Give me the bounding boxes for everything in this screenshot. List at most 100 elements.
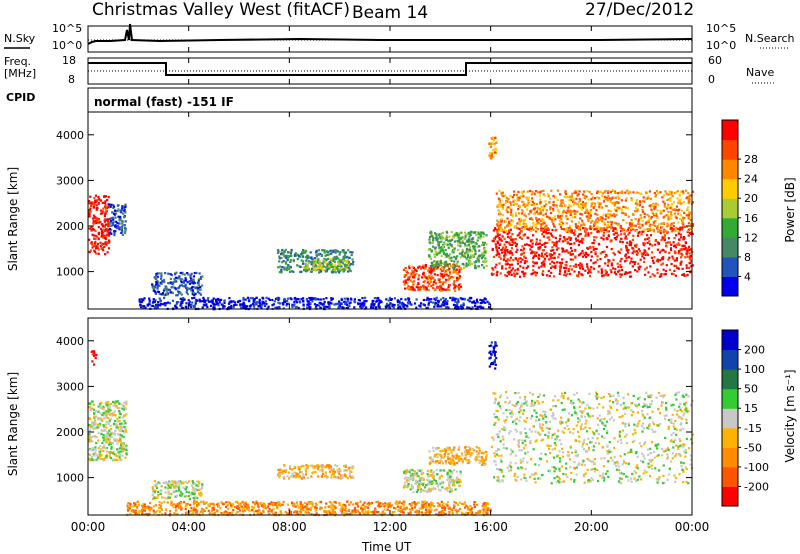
power-cell (618, 273, 622, 276)
power-cell (669, 206, 672, 210)
velocity-cell (102, 405, 105, 408)
power-cell (377, 305, 380, 309)
power-cell (676, 227, 679, 230)
power-cell (311, 300, 314, 303)
power-cell (609, 220, 612, 223)
power-cell (446, 278, 449, 281)
velocity-cell (112, 422, 115, 425)
power-cell (637, 248, 640, 251)
power-cell (569, 272, 572, 275)
velocity-cell (350, 470, 353, 473)
velocity-cell (452, 448, 455, 451)
velocity-cell (350, 476, 353, 479)
power-cell (578, 233, 581, 236)
power-cell (428, 274, 431, 277)
power-cell (345, 256, 348, 259)
power-cell (483, 248, 486, 251)
power-cell (92, 217, 95, 220)
power-cell (124, 211, 127, 214)
power-cell (599, 258, 602, 261)
power-cell (558, 261, 561, 264)
power-cell (579, 252, 583, 255)
velocity-cell (103, 446, 106, 449)
power-cell (603, 250, 606, 253)
power-cell (606, 199, 609, 202)
velocity-cell (452, 484, 455, 487)
power-cell (533, 251, 536, 254)
power-cell (443, 266, 446, 269)
power-cell (499, 212, 502, 216)
power-cell (342, 268, 345, 271)
power-cell (406, 282, 409, 285)
power-cell (336, 256, 339, 260)
power-cell (206, 305, 209, 309)
power-cell (93, 244, 96, 247)
power-cell (544, 241, 547, 244)
power-cell (613, 190, 616, 193)
velocity-cell (175, 484, 178, 487)
velocity-cell (295, 474, 298, 478)
velocity-cell (405, 476, 408, 479)
power-cell (546, 241, 549, 244)
power-cell (682, 223, 685, 226)
power-cell (623, 228, 626, 231)
power-cell (319, 252, 322, 255)
power-cell (328, 306, 331, 309)
power-cell (633, 250, 636, 253)
power-cell (525, 260, 529, 263)
power-cell (685, 266, 688, 269)
power-cell (572, 265, 575, 268)
power-cell (661, 237, 664, 240)
power-cell (113, 209, 117, 212)
power-cell (534, 253, 537, 256)
velocity-cell (419, 488, 422, 491)
power-cell (571, 210, 574, 213)
power-cell (160, 272, 163, 275)
power-cell (541, 263, 544, 266)
power-cell (94, 199, 97, 202)
power-cell (589, 208, 592, 212)
power-cell (190, 277, 193, 280)
power-cell (625, 256, 628, 259)
power-cell (686, 229, 689, 232)
power-cell (613, 271, 616, 274)
power-cell (448, 267, 451, 270)
power-cell (124, 230, 127, 233)
velocity-cell (337, 476, 340, 479)
power-cell (190, 287, 193, 290)
power-cell (677, 252, 680, 255)
power-cell (610, 271, 613, 274)
power-cell (230, 304, 233, 307)
power-cell (334, 258, 337, 261)
power-cell (518, 232, 521, 235)
power-cell (387, 299, 390, 302)
power-cell (498, 233, 501, 236)
velocity-cell (151, 487, 154, 490)
power-cell (688, 195, 691, 198)
velocity-cell (452, 481, 455, 484)
power-cell (583, 254, 586, 257)
power-cell (648, 218, 651, 221)
power-cell (537, 222, 540, 225)
power-cell (360, 307, 363, 310)
power-cell (597, 227, 600, 230)
power-cell (540, 229, 543, 232)
power-cell (307, 301, 310, 304)
power-cell (88, 215, 91, 218)
velocity-cell (175, 494, 179, 497)
velocity-cell (449, 479, 452, 482)
power-cell (626, 241, 629, 244)
velocity-cell (107, 401, 110, 404)
power-cell (88, 212, 91, 215)
power-cell (553, 241, 556, 245)
power-cell (501, 265, 504, 268)
power-cell (541, 217, 544, 221)
power-cell (688, 200, 691, 203)
power-cell (481, 255, 485, 258)
power-cell (665, 244, 668, 247)
power-cell (322, 302, 325, 305)
velocity-cell (409, 474, 413, 477)
power-cell (624, 237, 627, 240)
power-cell (593, 239, 596, 242)
power-cell (514, 269, 517, 272)
